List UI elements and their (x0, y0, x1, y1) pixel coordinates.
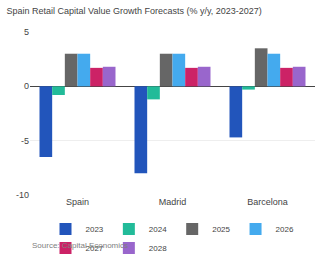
svg-text:5: 5 (24, 27, 29, 37)
svg-text:2024: 2024 (149, 225, 167, 234)
svg-text:2025: 2025 (212, 225, 230, 234)
svg-text:0: 0 (24, 81, 29, 91)
svg-text:2028: 2028 (149, 244, 167, 253)
svg-text:2027: 2027 (86, 244, 104, 253)
svg-text:-5: -5 (21, 136, 29, 146)
svg-text:Barcelona: Barcelona (247, 197, 288, 207)
svg-text:Source: Capital Economics: Source: Capital Economics (32, 241, 128, 250)
svg-text:Spain: Spain (66, 197, 89, 207)
svg-text:-10: -10 (16, 190, 29, 200)
svg-text:2026: 2026 (276, 225, 294, 234)
svg-text:Spain Retail Capital Value Gro: Spain Retail Capital Value Growth Foreca… (7, 6, 262, 16)
svg-text:Madrid: Madrid (159, 197, 187, 207)
svg-text:2023: 2023 (86, 225, 104, 234)
